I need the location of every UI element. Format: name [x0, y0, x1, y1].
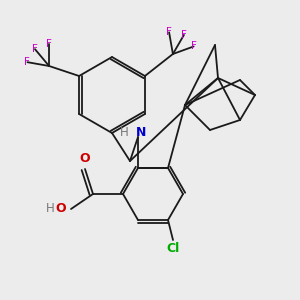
Text: F: F	[166, 27, 172, 37]
Text: F: F	[25, 57, 30, 67]
Text: N: N	[136, 125, 146, 139]
Text: F: F	[32, 44, 38, 54]
Text: F: F	[181, 30, 187, 40]
Text: O: O	[56, 202, 66, 215]
Text: Cl: Cl	[167, 242, 180, 256]
Text: F: F	[46, 39, 52, 49]
Text: O: O	[80, 152, 90, 166]
Text: H: H	[120, 125, 128, 139]
Text: H: H	[46, 202, 55, 215]
Text: F: F	[190, 41, 196, 52]
